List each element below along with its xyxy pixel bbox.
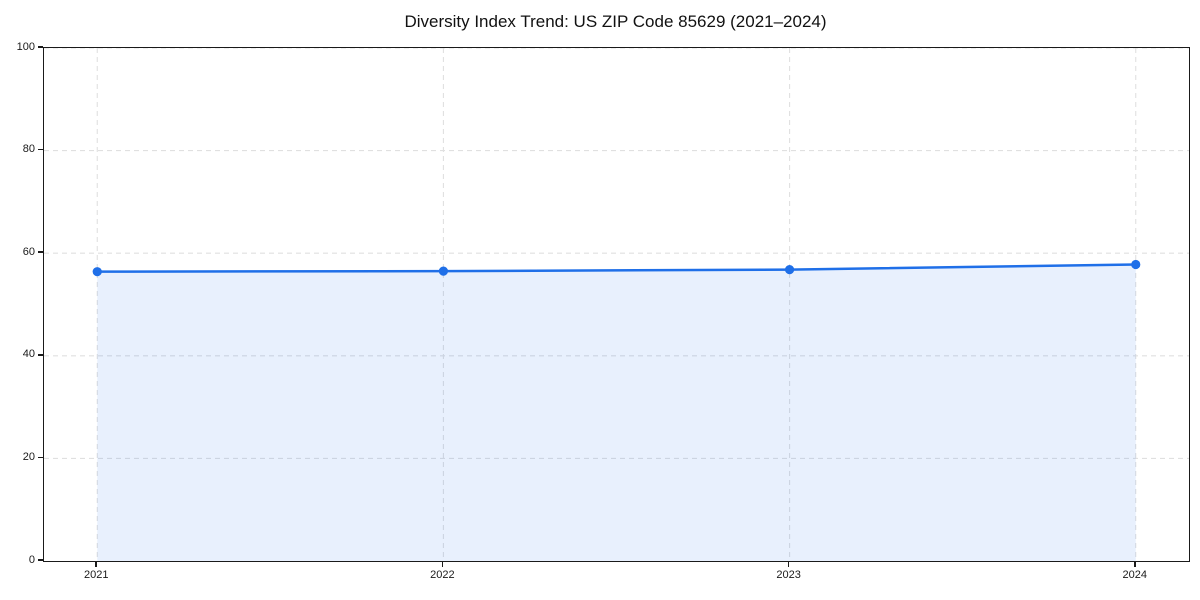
y-tick-label: 40	[22, 348, 35, 361]
y-tick-mark	[38, 456, 43, 459]
x-tick-label: 2024	[1122, 569, 1147, 581]
area-fill	[97, 264, 1136, 561]
data-point-marker[interactable]	[92, 267, 102, 277]
y-tick-mark	[38, 46, 43, 48]
x-tick-label: 2021	[83, 569, 109, 581]
y-tick-mark	[38, 148, 43, 151]
y-tick-label: 60	[22, 245, 35, 258]
x-tick-mark	[787, 561, 790, 567]
y-tick-label: 0	[28, 553, 35, 566]
x-tick-mark	[441, 561, 444, 567]
x-tick-mark	[1133, 561, 1136, 567]
y-tick-mark	[38, 559, 43, 561]
y-tick-label: 100	[16, 40, 35, 53]
y-tick-mark	[38, 251, 43, 253]
trend-line	[95, 263, 1138, 273]
y-tick-label: 20	[22, 450, 35, 463]
y-tick-mark	[38, 354, 43, 356]
data-point-marker[interactable]	[784, 265, 795, 275]
data-point-marker[interactable]	[438, 266, 449, 276]
x-tick-mark	[95, 561, 98, 567]
chart-title: Diversity Index Trend: US ZIP Code 85629…	[404, 12, 827, 31]
x-tick-label: 2022	[430, 569, 455, 581]
x-tick-label: 2023	[776, 569, 801, 581]
data-point-marker[interactable]	[1131, 259, 1141, 270]
plot-area-svg	[44, 48, 1189, 561]
y-tick-label: 80	[22, 143, 35, 156]
plot-area	[43, 47, 1190, 562]
